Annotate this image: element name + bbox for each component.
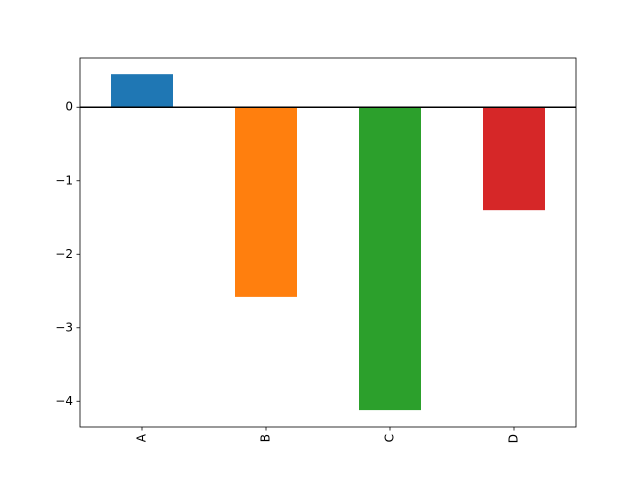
plot-frame (79, 57, 577, 428)
bar (235, 107, 297, 297)
x-tick-label: D (507, 434, 521, 443)
y-tick-label: −2 (55, 247, 73, 261)
bar (483, 107, 545, 211)
y-tick-label: −1 (55, 173, 73, 187)
y-tick-label: −4 (55, 394, 73, 408)
y-tick-label: 0 (65, 100, 73, 114)
bar (111, 74, 173, 108)
x-tick-label: A (135, 433, 149, 442)
x-tick-label: C (383, 434, 397, 442)
y-tick-label: −3 (55, 320, 73, 334)
x-tick-label: B (259, 434, 273, 442)
bar (359, 107, 421, 411)
